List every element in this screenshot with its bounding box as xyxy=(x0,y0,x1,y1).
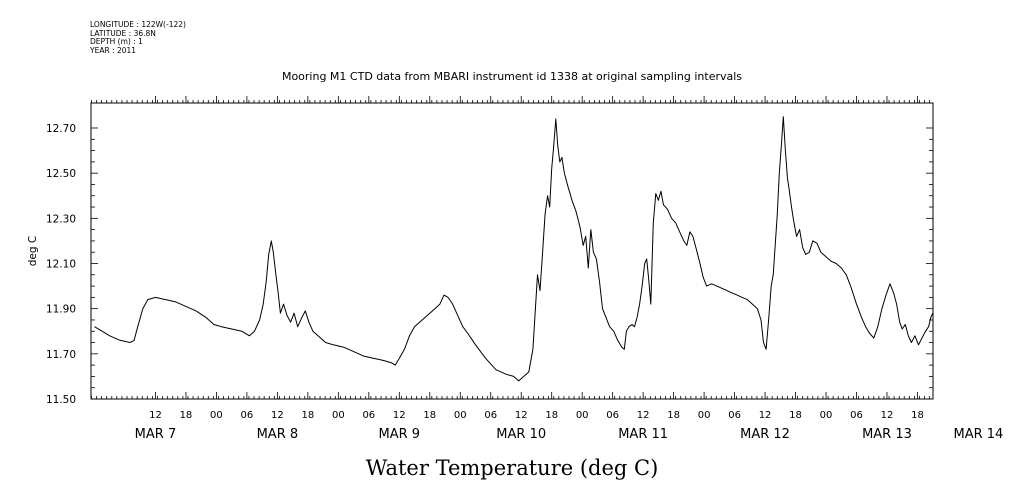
x-day-label: MAR 7 xyxy=(135,427,177,442)
x-hour-label: 00 xyxy=(576,410,589,421)
x-hour-label: 18 xyxy=(180,410,193,421)
y-tick-label: 12.50 xyxy=(46,168,76,180)
x-hour-label: 06 xyxy=(362,410,375,421)
x-day-label: MAR 9 xyxy=(379,427,421,442)
x-day-label: MAR 13 xyxy=(862,427,912,442)
x-hour-label: 00 xyxy=(820,410,833,421)
metadata-block: LONGITUDE : 122W(-122) LATITUDE : 36.8N … xyxy=(90,20,186,55)
x-hour-label: 00 xyxy=(698,410,711,421)
x-hour-label: 00 xyxy=(454,410,467,421)
x-hour-label: 06 xyxy=(484,410,497,421)
chart-title: Mooring M1 CTD data from MBARI instrumen… xyxy=(282,70,742,83)
year-text: YEAR : 2011 xyxy=(90,45,137,55)
x-hour-label: 18 xyxy=(911,410,924,421)
depth-text: DEPTH (m) : 1 xyxy=(90,37,143,46)
x-hour-label: 18 xyxy=(789,410,802,421)
x-hour-label: 12 xyxy=(149,410,162,421)
x-hour-label: 18 xyxy=(423,410,436,421)
x-hour-label: 00 xyxy=(210,410,223,421)
latitude-text: LATITUDE : 36.8N xyxy=(90,28,156,38)
x-hour-label: 06 xyxy=(850,410,863,421)
x-hour-label: 18 xyxy=(545,410,558,421)
x-hour-label: 18 xyxy=(301,410,314,421)
x-day-label: MAR 10 xyxy=(496,427,546,442)
y-tick-label: 11.90 xyxy=(46,304,76,316)
x-day-label: MAR 11 xyxy=(618,427,668,442)
y-axis: 11.50 11.70 11.90 12.10 12.30 12.50 12.70 xyxy=(46,123,933,406)
x-axis-label: Water Temperature (deg C) xyxy=(366,456,659,480)
x-day-label: MAR 14 xyxy=(954,427,1004,442)
x-hour-label: 06 xyxy=(241,410,254,421)
y-tick-label: 11.50 xyxy=(46,394,76,406)
x-hour-label: 12 xyxy=(637,410,650,421)
x-hour-label: 00 xyxy=(332,410,345,421)
plot-frame xyxy=(90,102,934,400)
y-tick-label: 12.70 xyxy=(46,123,76,135)
y-tick-label: 12.30 xyxy=(46,213,76,225)
x-hour-label: 12 xyxy=(759,410,772,421)
x-hour-label: 12 xyxy=(515,410,528,421)
x-hour-label: 12 xyxy=(393,410,406,421)
y-axis-label: deg C xyxy=(27,236,39,266)
y-tick-label: 12.10 xyxy=(46,259,76,271)
x-hour-label: 06 xyxy=(606,410,619,421)
y-tick-label: 11.70 xyxy=(46,349,76,361)
x-hour-label: 12 xyxy=(881,410,894,421)
minor-ticks xyxy=(91,100,931,399)
temperature-series-line xyxy=(94,116,934,382)
x-day-label: MAR 12 xyxy=(740,427,790,442)
x-axis: 12 18 00 06 12 18 00 06 12 18 00 06 12 18 00 06 12 18 00 06… xyxy=(135,96,1004,442)
longitude-text: LONGITUDE : 122W(-122) xyxy=(90,20,186,29)
x-hour-label: 06 xyxy=(728,410,741,421)
x-day-label: MAR 8 xyxy=(257,427,299,442)
x-hour-label: 12 xyxy=(271,410,284,421)
x-hour-label: 18 xyxy=(667,410,680,421)
